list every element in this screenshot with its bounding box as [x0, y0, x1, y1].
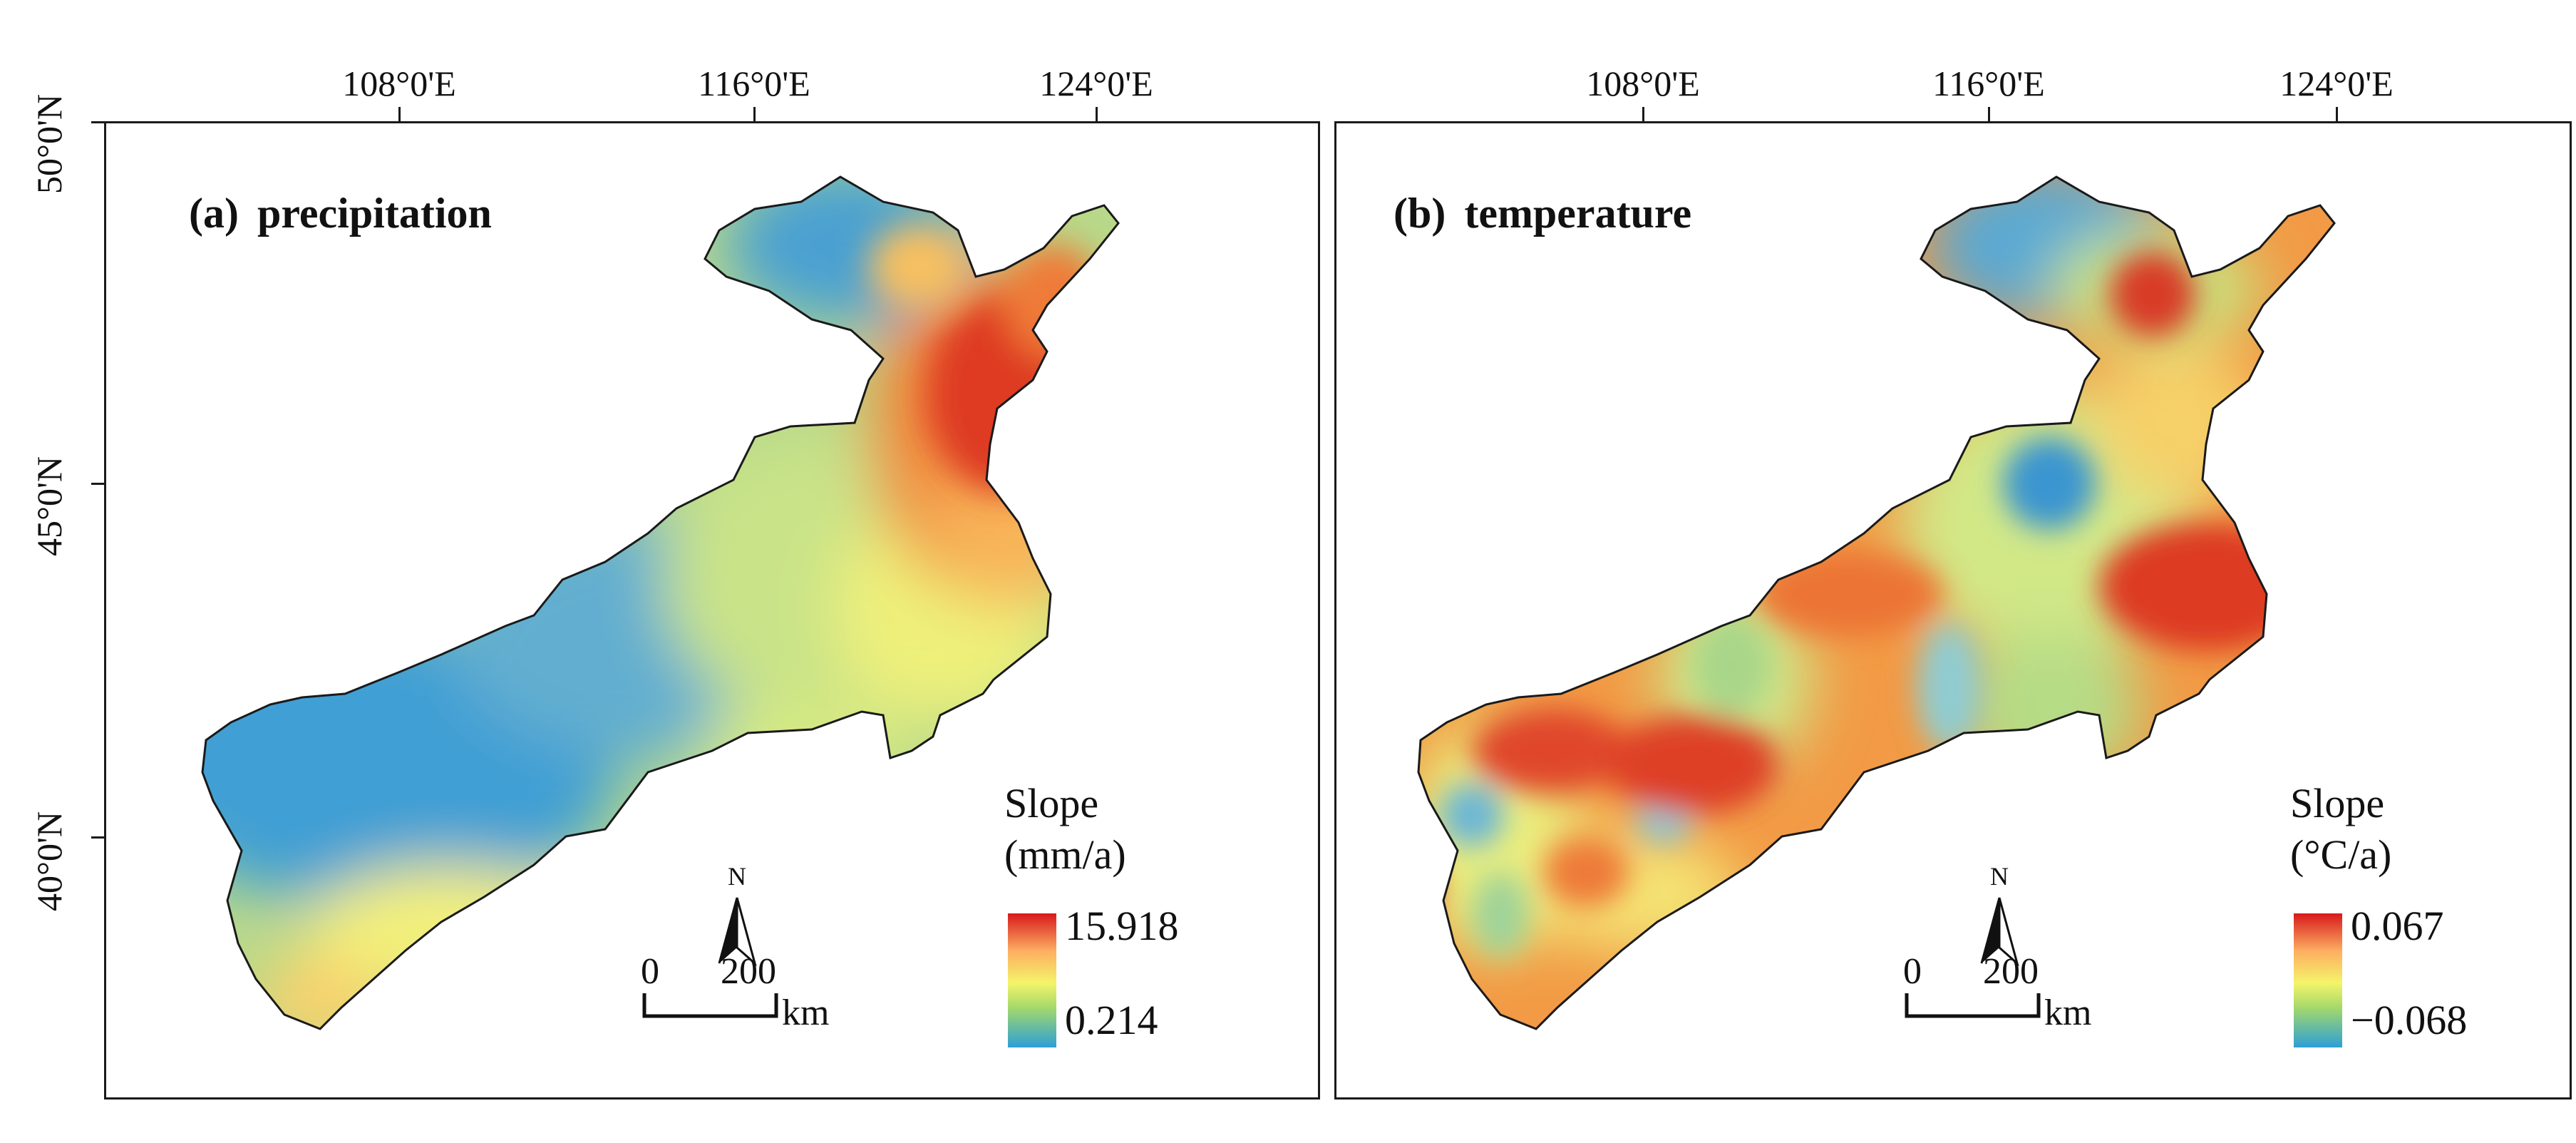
lat-tick-50: 50°0'N — [29, 93, 69, 194]
legend-unit-b: (°C/a) — [2290, 831, 2392, 878]
north-arrow-icon — [1980, 897, 2019, 966]
lat-tick-45: 45°0'N — [29, 456, 69, 556]
scale-bar-b — [1905, 993, 2041, 1018]
legend-ramp-a — [1008, 913, 1056, 1047]
scale-unit-b: km — [2044, 993, 2092, 1033]
panel-b-title: (b) temperature — [1393, 189, 1691, 238]
scale-unit-a: km — [782, 993, 830, 1033]
legend-min-b: −0.068 — [2351, 997, 2468, 1043]
lon-tick-108-a: 108°0'E — [342, 63, 456, 103]
legend-max-b: 0.067 — [2351, 903, 2444, 949]
legend-label-a: Slope — [1004, 780, 1099, 826]
legend-min-a: 0.214 — [1065, 997, 1158, 1043]
lat-tick-40: 40°0'N — [29, 811, 69, 911]
map-panel-temperature: (b) temperature N 0 200 km Slope (°C/a) 0… — [1334, 121, 2572, 1100]
legend-title-a: Slope (mm/a) — [1004, 778, 1126, 881]
lon-tick-116-a: 116°0'E — [698, 63, 810, 103]
legend-unit-a: (mm/a) — [1004, 831, 1126, 878]
map-panel-precipitation: (a) precipitation N 0 200 km Slope (mm/a)… — [104, 121, 1320, 1100]
scale-start-b: 0 — [1903, 951, 1922, 992]
lon-tick-124-a: 124°0'E — [1039, 63, 1153, 103]
panel-b-title-text: temperature — [1464, 190, 1692, 237]
panel-a-title-text: precipitation — [257, 190, 492, 237]
lon-tick-116-b: 116°0'E — [1932, 63, 2045, 103]
panel-a-tag: (a) — [189, 190, 239, 237]
legend-ramp-b — [2294, 913, 2342, 1047]
scale-end-a: 200 — [721, 951, 776, 992]
lon-tick-108-b: 108°0'E — [1586, 63, 1700, 103]
scale-end-b: 200 — [1983, 951, 2039, 992]
scale-start-a: 0 — [641, 951, 659, 992]
panel-b-tag: (b) — [1393, 190, 1446, 237]
north-label-a: N — [728, 862, 746, 891]
temperature-map — [1417, 175, 2336, 1030]
north-arrow-icon — [718, 897, 757, 966]
scale-bar-a — [642, 993, 778, 1018]
precipitation-map — [201, 175, 1120, 1030]
panel-a-title: (a) precipitation — [189, 189, 492, 238]
lon-tick-124-b: 124°0'E — [2279, 63, 2394, 103]
legend-max-a: 15.918 — [1065, 903, 1179, 949]
north-label-b: N — [1990, 862, 2009, 891]
legend-title-b: Slope (°C/a) — [2290, 778, 2391, 881]
legend-label-b: Slope — [2290, 780, 2385, 826]
